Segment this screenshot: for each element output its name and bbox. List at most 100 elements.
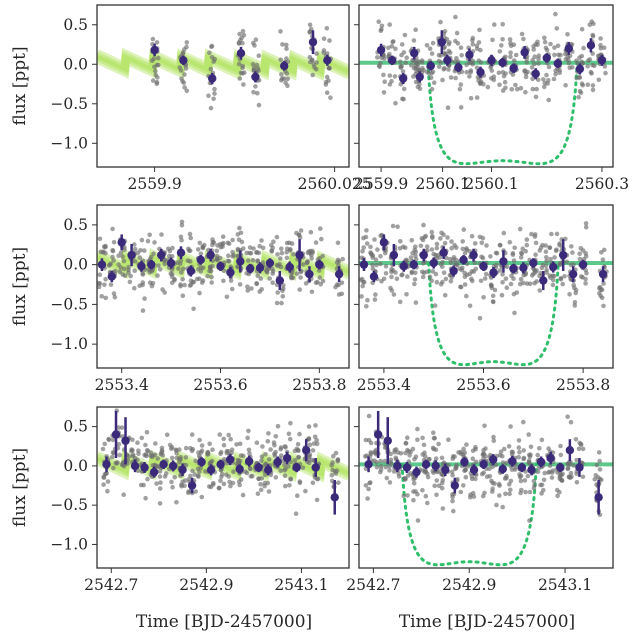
binned-point <box>121 436 130 445</box>
raw-point <box>423 493 429 499</box>
raw-point <box>307 442 313 448</box>
raw-point <box>553 86 558 91</box>
raw-point <box>400 96 405 102</box>
raw-point <box>407 453 412 458</box>
raw-point <box>488 254 493 259</box>
raw-point <box>162 261 167 267</box>
binned-point <box>379 238 389 247</box>
binned-point <box>520 48 529 57</box>
raw-point <box>217 485 222 491</box>
raw-point <box>500 21 506 27</box>
raw-point <box>454 462 459 468</box>
raw-point <box>135 250 141 256</box>
raw-point <box>443 82 448 87</box>
transit-model-curve <box>427 261 560 367</box>
raw-point <box>336 282 341 288</box>
raw-point <box>366 486 371 492</box>
raw-point <box>303 281 309 286</box>
raw-point <box>378 60 383 66</box>
raw-point <box>381 90 387 95</box>
raw-point <box>508 50 513 55</box>
raw-point <box>425 500 430 506</box>
binned-point <box>302 445 311 455</box>
raw-point <box>237 282 243 287</box>
raw-point <box>266 431 271 436</box>
raw-point <box>398 239 403 244</box>
raw-point <box>329 472 335 478</box>
raw-point <box>353 53 358 58</box>
raw-point <box>528 27 533 32</box>
raw-point <box>251 40 256 46</box>
binned-point <box>206 465 216 475</box>
binned-point <box>176 248 186 257</box>
raw-point <box>325 51 330 56</box>
raw-point <box>373 292 378 297</box>
binned-point <box>102 460 111 469</box>
raw-point <box>140 308 146 313</box>
raw-point <box>116 425 121 430</box>
raw-point <box>386 45 391 51</box>
raw-point <box>445 235 450 240</box>
raw-point <box>170 245 175 251</box>
raw-point <box>100 446 106 452</box>
raw-point <box>373 257 379 263</box>
raw-point <box>504 264 510 270</box>
raw-point <box>360 249 365 254</box>
raw-point <box>571 463 576 468</box>
binned-point <box>519 263 528 273</box>
raw-point <box>199 494 205 500</box>
raw-point <box>557 81 562 86</box>
raw-point <box>207 441 212 447</box>
raw-point <box>484 243 489 248</box>
raw-point <box>141 482 146 488</box>
raw-point <box>540 262 546 268</box>
raw-point <box>436 52 442 58</box>
panel-frame <box>96 4 350 168</box>
raw-point <box>229 286 235 292</box>
raw-point <box>379 23 385 29</box>
raw-point <box>393 100 398 106</box>
raw-point <box>577 256 583 262</box>
binned-point <box>127 250 136 260</box>
raw-point <box>382 79 388 84</box>
raw-point <box>156 263 161 268</box>
raw-point <box>375 55 380 60</box>
raw-point <box>454 30 460 36</box>
raw-point <box>221 481 227 487</box>
raw-point <box>409 79 414 84</box>
raw-point <box>477 315 483 321</box>
y-axis-label: flux [ppt] <box>10 247 30 326</box>
raw-point <box>491 438 497 444</box>
raw-point <box>309 289 315 295</box>
raw-point <box>231 252 236 258</box>
raw-point <box>179 223 185 228</box>
raw-point <box>602 64 608 69</box>
raw-point <box>394 276 400 282</box>
binned-point <box>323 56 332 65</box>
raw-point <box>497 493 502 498</box>
raw-point <box>517 226 523 232</box>
raw-point <box>473 446 478 452</box>
raw-point <box>491 77 497 83</box>
raw-point <box>427 274 433 280</box>
raw-point <box>229 447 235 453</box>
binned-point <box>140 463 149 472</box>
raw-point <box>179 219 185 225</box>
raw-point <box>350 68 355 73</box>
raw-point <box>214 248 220 254</box>
raw-point <box>198 251 204 256</box>
raw-point <box>176 266 181 271</box>
raw-point <box>448 75 454 80</box>
raw-point <box>220 234 226 239</box>
binned-point <box>285 262 294 272</box>
raw-point <box>279 76 285 81</box>
raw-point <box>275 290 281 295</box>
raw-point <box>483 271 489 277</box>
raw-point <box>581 75 586 80</box>
raw-point <box>475 75 481 80</box>
raw-point <box>241 82 246 87</box>
raw-point <box>297 431 302 437</box>
raw-point <box>247 466 253 471</box>
raw-point <box>172 475 177 480</box>
raw-point <box>559 478 565 484</box>
